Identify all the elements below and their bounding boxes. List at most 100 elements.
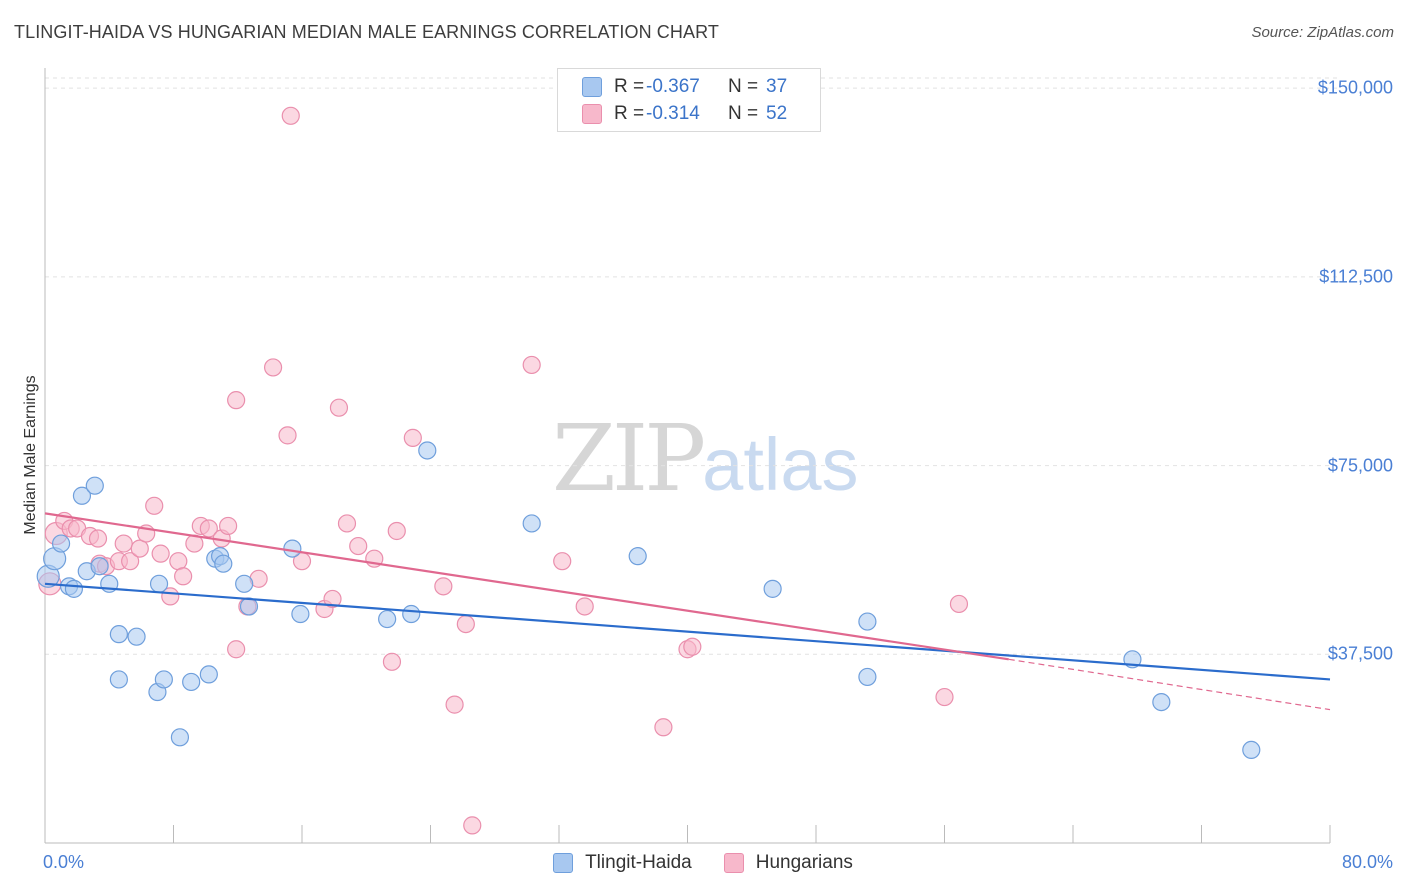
tlingit-point [858, 667, 877, 687]
hungarian-point [434, 577, 453, 596]
tlingit-point [64, 579, 84, 598]
tlingit-point [858, 612, 877, 631]
tlingit-point [51, 534, 71, 553]
watermark: ZIPatlas [552, 405, 858, 512]
legend-r-value: -0.314 [646, 103, 700, 124]
x-tick-label-min: 0.0% [43, 852, 85, 872]
tlingit-point [1152, 692, 1171, 712]
hungarian-point [329, 398, 349, 417]
tlingit-point [90, 557, 109, 576]
hungarian-point [522, 355, 541, 375]
tlingit-point [283, 539, 302, 558]
tlingit-point [378, 609, 397, 629]
tlingit-point [154, 670, 173, 689]
correlation-legend: R = -0.367 N = 37 R = -0.314 N = 52 [557, 68, 821, 132]
x-tick-label-max: 80.0% [1341, 852, 1393, 872]
hungarian-point [145, 496, 164, 515]
legend-r-label: R = [614, 76, 645, 97]
tlingit-point [214, 554, 233, 573]
legend-swatch-hungarian [582, 104, 602, 124]
series-legend: Tlingit-Haida Hungarians [0, 852, 1406, 874]
y-tick-label: $150,000 [1317, 77, 1393, 98]
legend-item-tlingit[interactable]: Tlingit-Haida [553, 852, 692, 874]
legend-swatch-tlingit [553, 853, 574, 873]
legend-label-hungarians: Hungarians [755, 852, 853, 873]
hungarian-point [169, 552, 188, 571]
tlingit-point [418, 441, 437, 460]
axes [44, 68, 1331, 844]
hungarian-point [575, 597, 594, 616]
hungarian-point [445, 695, 464, 714]
legend-swatch-tlingit [582, 77, 602, 97]
tlingit-point [291, 604, 310, 624]
tlingit-point [109, 670, 128, 689]
hungarian-point [199, 519, 218, 538]
hungarian-point [219, 516, 238, 536]
hungarian-point [121, 552, 140, 571]
legend-row-hungarian: R = -0.314 N = 52 [582, 103, 787, 125]
y-tick-label: $75,000 [1327, 455, 1393, 476]
legend-n-label: N = [728, 103, 759, 124]
hungarian-point [114, 534, 133, 553]
trend-line-hungarian [44, 512, 1009, 661]
points [36, 106, 1261, 835]
legend-label-tlingit: Tlingit-Haida [585, 852, 692, 873]
tlingit-point [127, 627, 146, 646]
legend-swatch-hungarians [723, 853, 744, 873]
hungarian-point [935, 687, 954, 707]
hungarian-point [227, 640, 246, 659]
tlingit-point [109, 625, 128, 644]
y-axis-label: Median Male Earnings [22, 375, 39, 535]
hungarian-point [278, 426, 297, 445]
hungarian-point [349, 536, 368, 556]
trend-line-hungarian-extension [1008, 658, 1331, 711]
hungarian-point [463, 816, 482, 835]
hungarian-point [949, 594, 969, 614]
watermark-atlas: atlas [702, 423, 859, 506]
chart-title: TLINGIT-HAIDA VS HUNGARIAN MEDIAN MALE E… [14, 22, 719, 42]
hungarian-point [456, 614, 475, 634]
hungarian-point [281, 106, 300, 125]
hungarian-point [654, 718, 673, 737]
hungarian-point [263, 358, 283, 377]
tlingit-point [628, 547, 647, 566]
legend-item-hungarians[interactable]: Hungarians [723, 852, 853, 874]
legend-r-value: -0.367 [646, 76, 700, 97]
legend-n-value: 37 [766, 76, 788, 97]
hungarian-point [323, 589, 342, 609]
y-tick-label: $37,500 [1327, 643, 1393, 664]
legend-r-label: R = [614, 103, 645, 124]
tlingit-point [402, 604, 421, 624]
source-label: Source: ZipAtlas.com [1251, 24, 1394, 41]
hungarian-point [151, 544, 170, 563]
tlingit-point [170, 728, 190, 747]
trend-lines [44, 512, 1331, 711]
tlingit-point [235, 574, 254, 593]
watermark-zip: ZIP [552, 405, 706, 512]
hungarian-point [88, 529, 108, 548]
tlingit-point [1242, 740, 1261, 759]
trend-line-tlingit [44, 582, 1331, 681]
hungarian-point [403, 428, 422, 447]
tlingit-point [149, 574, 169, 593]
tlingit-point [85, 476, 104, 495]
tlingit-point [522, 514, 541, 533]
hungarian-point [382, 652, 402, 671]
hungarian-point [174, 567, 193, 586]
tlingit-point [72, 486, 92, 505]
tlingit-point [199, 665, 218, 684]
hungarian-point [130, 539, 149, 558]
hungarian-point [683, 637, 702, 656]
legend-row-tlingit: R = -0.367 N = 37 [582, 76, 787, 98]
legend-n-label: N = [728, 76, 759, 97]
y-tick-label: $112,500 [1319, 266, 1393, 287]
hungarian-point [553, 552, 572, 571]
hungarian-point [227, 391, 246, 410]
hungarian-point [387, 521, 406, 541]
legend-n-value: 52 [766, 103, 788, 124]
tlingit-point [182, 672, 201, 692]
hungarian-point [337, 514, 357, 533]
grid-lines [45, 77, 1340, 655]
tlingit-point [763, 579, 782, 598]
